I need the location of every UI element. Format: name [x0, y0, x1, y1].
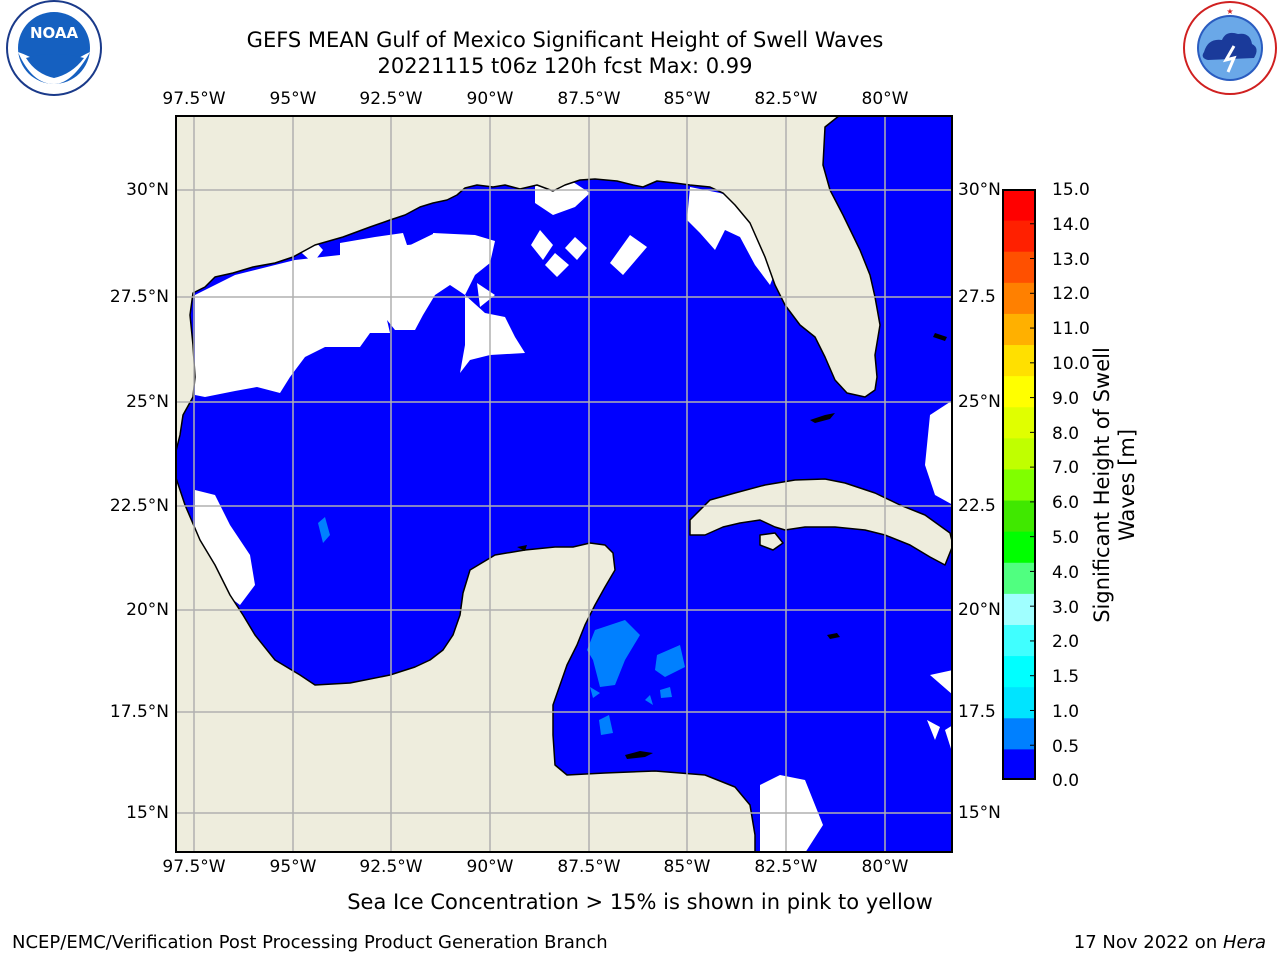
colorbar-tick: 1.5	[1052, 667, 1080, 687]
colorbar-tick: 4.0	[1052, 563, 1080, 583]
colorbar-tick: 11.0	[1052, 319, 1090, 339]
lon-label: 95°W	[269, 89, 317, 109]
lon-label: 92.5°W	[359, 89, 423, 109]
lat-label: 27.5°N	[109, 287, 169, 307]
lon-label: 95°W	[269, 857, 317, 877]
lon-label: 82.5°W	[754, 89, 818, 109]
grid-lines	[175, 115, 953, 853]
colorbar-segment	[1002, 344, 1036, 377]
lat-labels-left: 30°N 27.5°N 25°N 22.5°N 20°N 17.5°N 15°N	[0, 0, 172, 960]
colorbar-segment	[1002, 189, 1036, 221]
colorbar-segment	[1002, 531, 1036, 563]
lat-label: 25°N	[958, 392, 1001, 412]
colorbar-tick: 9.0	[1052, 389, 1080, 409]
lon-label: 85°W	[663, 89, 711, 109]
plot-subtitle: 20221115 t06z 120h fcst Max: 0.99	[377, 54, 753, 78]
colorbar-ramp	[1002, 189, 1036, 781]
land	[175, 115, 953, 853]
colorbar-segment	[1002, 468, 1036, 501]
missing-data-regions	[195, 175, 953, 853]
colorbar-title-line1: Significant Height of Swell	[1090, 347, 1114, 623]
colorbar-title-line2: Waves [m]	[1115, 428, 1139, 542]
colorbar-segment	[1002, 717, 1036, 750]
lat-label: 30°N	[126, 180, 169, 200]
lon-label: 80°W	[861, 857, 909, 877]
colorbar-segment	[1002, 313, 1036, 346]
lon-labels-bottom: 97.5°W 95°W 92.5°W 90°W 87.5°W 85°W 82.5…	[0, 857, 1280, 879]
colorbar-tick: 14.0	[1052, 215, 1090, 235]
lat-label: 25°N	[126, 392, 169, 412]
lat-label: 15°N	[126, 803, 169, 823]
colorbar-tick-labels: 15.0 14.0 13.0 12.0 11.0 10.0 9.0 8.0 7.…	[1052, 0, 1112, 960]
colorbar-segment	[1002, 500, 1036, 532]
lon-label: 82.5°W	[754, 857, 818, 877]
lat-label: 22.5°N	[109, 496, 169, 516]
colorbar-border	[1002, 189, 1036, 780]
lon-label: 97.5°W	[162, 857, 226, 877]
lat-label: 20°N	[958, 600, 1001, 620]
colorbar-tick: 10.0	[1052, 354, 1090, 374]
small-islands	[517, 333, 947, 759]
colorbar-tick: 1.0	[1052, 702, 1080, 722]
colorbar-segment	[1002, 562, 1036, 594]
plot-title: GEFS MEAN Gulf of Mexico Significant Hei…	[246, 28, 884, 52]
nws-logo: ★	[1180, 0, 1280, 100]
colorbar-segment	[1002, 375, 1036, 408]
colorbar-tick: 13.0	[1052, 250, 1090, 270]
colorbar-tick: 3.0	[1052, 598, 1080, 618]
colorbar-segment	[1002, 220, 1036, 252]
colorbar-segment	[1002, 686, 1036, 719]
lat-label: 27.5	[958, 287, 996, 307]
lon-label: 90°W	[466, 857, 514, 877]
lon-label: 90°W	[466, 89, 514, 109]
lon-label: 87.5°W	[557, 89, 621, 109]
colorbar	[1002, 189, 1036, 781]
lon-label: 85°W	[663, 857, 711, 877]
colorbar-tick: 0.0	[1052, 771, 1080, 791]
lon-label: 97.5°W	[162, 89, 226, 109]
footer-date: 17 Nov 2022 on Hera	[1074, 932, 1266, 953]
map-canvas	[175, 115, 953, 853]
sea-ice-caption: Sea Ice Concentration > 15% is shown in …	[347, 890, 933, 914]
lat-label: 20°N	[126, 600, 169, 620]
lon-label: 87.5°W	[557, 857, 621, 877]
colorbar-tick: 7.0	[1052, 458, 1080, 478]
colorbar-segment	[1002, 655, 1036, 688]
swell-height-map	[175, 115, 953, 853]
footer-date-text: 17 Nov 2022 on	[1073, 932, 1223, 953]
colorbar-segment	[1002, 624, 1036, 657]
colorbar-tick: 5.0	[1052, 528, 1080, 548]
lon-labels-top: 97.5°W 95°W 92.5°W 90°W 87.5°W 85°W 82.5…	[0, 89, 1280, 111]
colorbar-tick: 2.0	[1052, 632, 1080, 652]
colorbar-title: Significant Height of Swell Waves [m]	[1090, 347, 1140, 623]
colorbar-tick: 0.5	[1052, 737, 1080, 757]
colorbar-segment	[1002, 251, 1036, 283]
colorbar-segment	[1002, 437, 1036, 470]
lat-labels-right: 30°N 27.5 25°N 22.5 20°N 17.5 15°N	[958, 0, 1006, 960]
colorbar-segment	[1002, 406, 1036, 439]
footer-credit: NCEP/EMC/Verification Post Processing Pr…	[12, 932, 608, 953]
svg-text:★: ★	[1226, 7, 1233, 16]
lon-label: 80°W	[861, 89, 909, 109]
lon-label: 92.5°W	[359, 857, 423, 877]
colorbar-tick: 15.0	[1052, 180, 1090, 200]
colorbar-segment	[1002, 282, 1036, 314]
colorbar-tick: 12.0	[1052, 284, 1090, 304]
colorbar-segment	[1002, 748, 1036, 781]
colorbar-tick: 8.0	[1052, 424, 1080, 444]
colorbar-segment	[1002, 593, 1036, 625]
noaa-logo-text: NOAA	[30, 24, 79, 42]
lat-label: 15°N	[958, 803, 1001, 823]
lat-label: 17.5	[958, 702, 996, 722]
lat-label: 17.5°N	[109, 702, 169, 722]
map-border	[175, 115, 953, 853]
colorbar-tick: 6.0	[1052, 493, 1080, 513]
footer-host: Hera	[1222, 932, 1266, 953]
noaa-logo: NOAA	[2, 0, 102, 100]
lat-label: 22.5	[958, 496, 996, 516]
lat-label: 30°N	[958, 180, 1001, 200]
